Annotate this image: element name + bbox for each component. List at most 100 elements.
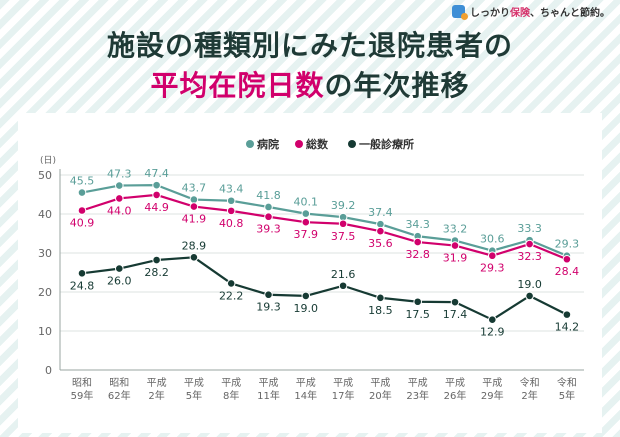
data-point [301, 291, 311, 301]
x-tick-label: 平成 [408, 377, 428, 389]
page-title-line1: 施設の種類別にみた退院患者の [106, 29, 513, 62]
data-point [189, 252, 199, 262]
y-tick-label: 20 [38, 286, 52, 299]
data-point [450, 241, 460, 250]
legend-label: 総数 [306, 137, 329, 151]
data-label: 39.3 [256, 223, 281, 236]
data-label: 26.0 [107, 275, 132, 288]
data-point [115, 181, 124, 190]
x-tick-label: 2年 [521, 389, 537, 402]
legend-label: 一般診療所 [359, 137, 414, 151]
brand-text: しっかり保険、ちゃんと節約。 [470, 8, 610, 19]
data-label: 47.3 [107, 168, 132, 181]
x-tick-label: 平成 [259, 377, 279, 389]
x-tick-label: 昭和 [72, 377, 92, 389]
x-tick-label: 令和 [557, 376, 577, 389]
x-tick-label: 平成 [147, 377, 167, 389]
data-point [189, 195, 199, 204]
data-point [488, 315, 497, 324]
data-label: 34.3 [405, 218, 430, 231]
x-tick-label: 平成 [370, 377, 390, 389]
data-point [562, 254, 572, 264]
data-label: 12.9 [480, 326, 505, 339]
data-label: 40.9 [70, 216, 95, 229]
data-point [376, 226, 385, 236]
x-tick-label: 59年 [71, 389, 94, 402]
data-label: 45.5 [70, 175, 95, 188]
data-label: 30.6 [480, 233, 505, 246]
data-label: 32.3 [517, 250, 542, 263]
data-label: 19.3 [256, 301, 281, 314]
x-tick-label: 5年 [186, 389, 202, 402]
x-tick-label: 23年 [406, 389, 429, 402]
data-point [152, 190, 161, 200]
data-label: 17.4 [443, 308, 468, 321]
data-point [189, 202, 199, 211]
legend-marker [348, 140, 356, 148]
data-point [115, 264, 124, 273]
data-point [226, 206, 236, 216]
data-label: 19.0 [517, 278, 542, 291]
data-label: 22.2 [219, 289, 244, 302]
x-tick-label: 8年 [223, 389, 239, 402]
x-tick-label: 29年 [481, 389, 504, 402]
x-tick-label: 昭和 [109, 377, 129, 389]
data-label: 31.9 [443, 252, 468, 265]
series-line [81, 193, 568, 261]
data-label: 35.6 [368, 237, 393, 250]
title-highlight: 平均在院日数 [150, 69, 325, 102]
data-label: 28.2 [144, 266, 169, 279]
y-axis-label: (日) [40, 155, 56, 166]
data-label: 21.6 [331, 268, 356, 281]
data-point [338, 281, 348, 291]
x-tick-label: 5年 [559, 389, 575, 402]
data-point [115, 194, 124, 203]
data-label: 29.3 [555, 238, 580, 251]
x-tick-label: 平成 [482, 377, 502, 389]
data-label: 39.2 [331, 199, 356, 212]
x-tick-label: 62年 [108, 389, 131, 402]
x-tick-label: 2年 [148, 389, 164, 402]
data-point [301, 217, 311, 227]
data-label: 40.8 [219, 217, 244, 230]
data-label: 47.4 [144, 167, 169, 180]
legend-marker [295, 140, 303, 148]
data-label: 33.2 [443, 223, 468, 236]
data-point [264, 290, 273, 300]
series-line [81, 184, 568, 257]
line-chart: 01020304050(日)昭和59年昭和62年平成2年平成5年平成8年平成11… [38, 137, 584, 402]
data-point [301, 209, 311, 218]
data-point [525, 239, 534, 249]
data-point [525, 291, 534, 301]
data-point [152, 255, 161, 265]
legend-label: 病院 [257, 137, 279, 151]
legend-marker [246, 140, 254, 148]
data-point [77, 206, 87, 215]
data-label: 41.9 [182, 213, 207, 226]
x-tick-label: 11年 [257, 389, 280, 402]
data-point [376, 219, 385, 229]
data-label: 19.0 [294, 302, 319, 315]
page-title-line2: 平均在院日数の年次推移 [0, 64, 620, 104]
data-point [413, 297, 423, 307]
x-tick-label: 平成 [333, 377, 353, 389]
data-label: 44.9 [144, 201, 169, 214]
title-particle: の [324, 69, 354, 102]
data-label: 43.7 [182, 182, 207, 195]
data-label: 41.8 [256, 189, 281, 202]
data-label: 44.0 [107, 204, 132, 217]
x-tick-label: 平成 [296, 377, 316, 389]
x-tick-label: 平成 [445, 377, 465, 389]
data-label: 18.5 [368, 304, 393, 317]
data-point [226, 196, 236, 206]
data-label: 40.1 [294, 196, 319, 209]
data-point [226, 279, 236, 288]
data-label: 29.3 [480, 262, 505, 275]
data-label: 24.8 [70, 279, 95, 292]
data-point [264, 212, 273, 222]
series-line [81, 256, 568, 321]
brand-header[interactable]: しっかり保険、ちゃんと節約。 [452, 4, 610, 20]
data-point [77, 188, 87, 197]
data-label: 28.4 [555, 265, 580, 278]
y-tick-label: 10 [38, 325, 52, 338]
